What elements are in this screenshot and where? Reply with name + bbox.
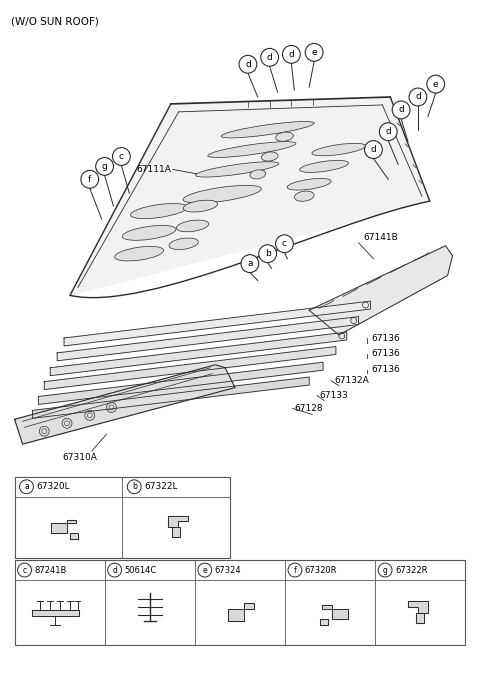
- Polygon shape: [228, 603, 254, 621]
- Circle shape: [288, 563, 302, 577]
- Text: c: c: [119, 152, 124, 161]
- Text: e: e: [433, 80, 439, 89]
- Bar: [14, 560, 466, 645]
- Text: c: c: [282, 239, 287, 248]
- Text: d: d: [385, 127, 391, 136]
- Circle shape: [364, 141, 383, 158]
- Text: d: d: [415, 93, 421, 102]
- Text: 67128: 67128: [294, 404, 323, 413]
- Circle shape: [20, 480, 34, 494]
- Text: g: g: [102, 162, 108, 171]
- Circle shape: [239, 56, 257, 73]
- Polygon shape: [64, 301, 371, 346]
- Text: 67320R: 67320R: [305, 565, 337, 575]
- Polygon shape: [51, 519, 76, 533]
- Circle shape: [127, 480, 141, 494]
- Text: b: b: [132, 482, 137, 492]
- Ellipse shape: [195, 162, 278, 177]
- Text: f: f: [294, 565, 296, 575]
- Polygon shape: [50, 332, 347, 376]
- Text: 67132A: 67132A: [334, 376, 369, 385]
- Ellipse shape: [183, 200, 217, 212]
- Text: f: f: [88, 175, 91, 184]
- Circle shape: [259, 245, 276, 263]
- Circle shape: [283, 45, 300, 63]
- Text: 67320L: 67320L: [36, 482, 70, 492]
- Circle shape: [427, 75, 444, 93]
- Polygon shape: [71, 533, 78, 540]
- Polygon shape: [38, 362, 323, 404]
- Text: d: d: [245, 60, 251, 69]
- Circle shape: [108, 563, 121, 577]
- Polygon shape: [70, 97, 430, 295]
- Ellipse shape: [208, 141, 296, 158]
- Circle shape: [305, 43, 323, 62]
- Polygon shape: [57, 317, 359, 361]
- Text: 67141B: 67141B: [363, 234, 398, 242]
- Circle shape: [378, 563, 392, 577]
- Circle shape: [81, 171, 99, 188]
- Text: 67322L: 67322L: [144, 482, 178, 492]
- Text: e: e: [203, 565, 207, 575]
- Circle shape: [96, 158, 113, 175]
- Polygon shape: [416, 613, 424, 623]
- Text: 50614C: 50614C: [124, 565, 157, 575]
- Text: g: g: [383, 565, 387, 575]
- Text: c: c: [23, 565, 26, 575]
- Text: e: e: [312, 48, 317, 57]
- Polygon shape: [322, 605, 348, 619]
- Ellipse shape: [176, 220, 209, 232]
- Ellipse shape: [276, 132, 293, 141]
- Ellipse shape: [169, 238, 198, 250]
- Circle shape: [198, 563, 212, 577]
- Text: d: d: [398, 106, 404, 114]
- Ellipse shape: [287, 179, 331, 190]
- Circle shape: [241, 255, 259, 273]
- Text: d: d: [112, 565, 117, 575]
- Circle shape: [261, 48, 278, 66]
- Ellipse shape: [115, 246, 164, 261]
- Ellipse shape: [300, 160, 348, 173]
- Text: 67133: 67133: [319, 391, 348, 400]
- Circle shape: [379, 123, 397, 141]
- Text: a: a: [247, 259, 252, 268]
- Polygon shape: [172, 527, 180, 538]
- Text: 67136: 67136: [372, 334, 400, 343]
- Circle shape: [18, 563, 32, 577]
- Ellipse shape: [261, 152, 278, 161]
- Text: b: b: [265, 249, 271, 258]
- Ellipse shape: [250, 170, 265, 179]
- Text: 67111A: 67111A: [136, 165, 171, 174]
- Text: a: a: [24, 482, 29, 492]
- Circle shape: [112, 148, 130, 165]
- Text: 87241B: 87241B: [35, 565, 67, 575]
- Polygon shape: [309, 246, 453, 335]
- Polygon shape: [14, 365, 235, 444]
- Text: 67136: 67136: [372, 349, 400, 358]
- Polygon shape: [33, 377, 309, 418]
- Circle shape: [409, 88, 427, 106]
- Text: 67322R: 67322R: [395, 565, 428, 575]
- Text: 67324: 67324: [215, 565, 241, 575]
- Circle shape: [392, 101, 410, 119]
- Polygon shape: [320, 619, 328, 625]
- Text: d: d: [371, 145, 376, 154]
- Ellipse shape: [312, 144, 366, 156]
- Ellipse shape: [183, 185, 262, 203]
- Ellipse shape: [294, 191, 314, 201]
- Ellipse shape: [221, 122, 314, 138]
- Text: 67136: 67136: [372, 366, 400, 374]
- Bar: [14, 477, 230, 558]
- Ellipse shape: [122, 225, 176, 240]
- Ellipse shape: [131, 204, 187, 219]
- Text: d: d: [288, 50, 294, 59]
- Polygon shape: [44, 347, 336, 389]
- Polygon shape: [32, 610, 80, 615]
- Text: d: d: [267, 53, 273, 62]
- Text: 67310A: 67310A: [62, 452, 97, 462]
- Polygon shape: [168, 515, 188, 527]
- Polygon shape: [408, 600, 428, 613]
- Circle shape: [276, 235, 293, 253]
- Text: (W/O SUN ROOF): (W/O SUN ROOF): [11, 17, 98, 26]
